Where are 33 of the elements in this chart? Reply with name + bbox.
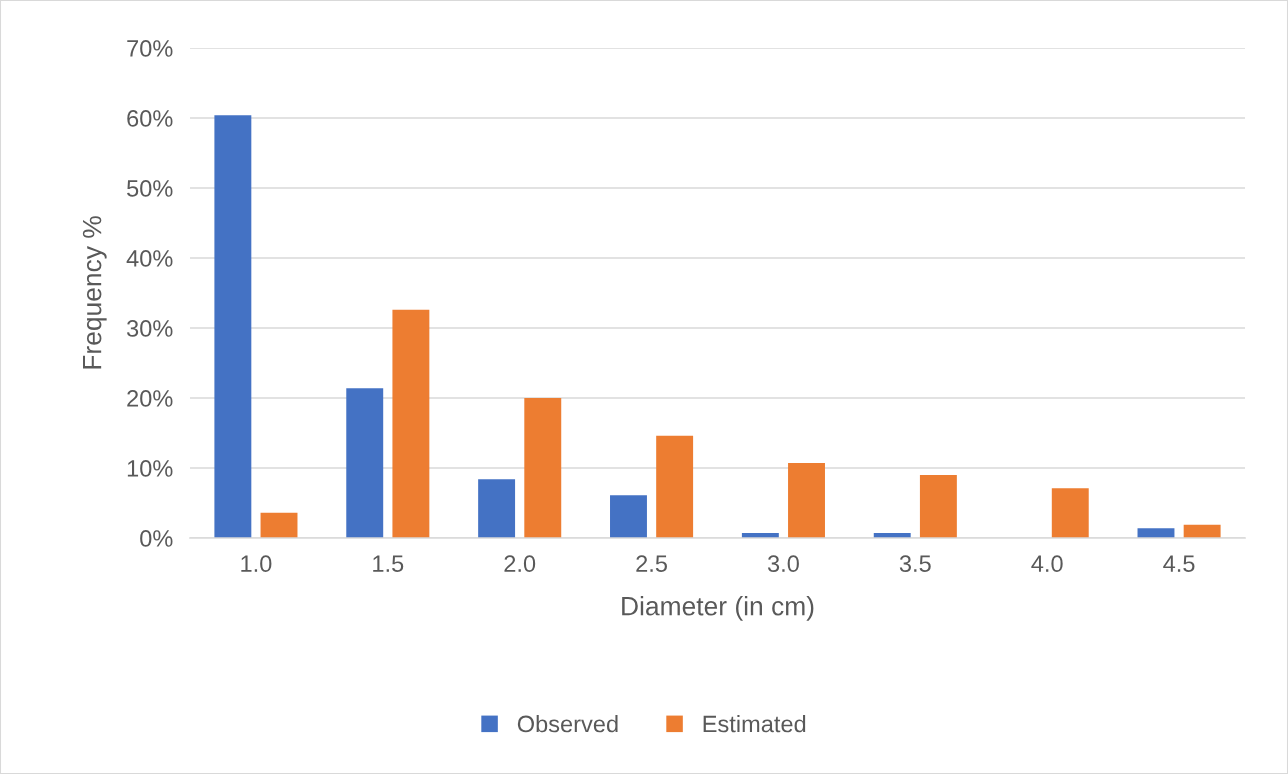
x-tick-label: 2.0 — [504, 555, 536, 573]
y-tick-label: 0% — [140, 530, 173, 547]
x-tick-label: 4.5 — [1163, 555, 1195, 573]
x-tick-label: 1.5 — [373, 555, 404, 573]
bar — [478, 479, 516, 538]
y-axis-title: Frequency % — [82, 216, 107, 369]
y-tick-label: 20% — [127, 390, 173, 407]
bar — [788, 463, 825, 538]
bar — [260, 512, 298, 538]
x-tick-label: 2.5 — [636, 555, 667, 573]
bar — [214, 115, 252, 538]
bar — [346, 388, 384, 538]
legend-label: Observed — [517, 714, 618, 733]
bar — [1051, 488, 1089, 538]
x-tick-label: 4.0 — [1031, 555, 1063, 573]
bar — [919, 475, 957, 538]
x-tick-label: 3.0 — [767, 555, 799, 573]
x-tick-label: 3.5 — [899, 555, 931, 573]
bar — [392, 309, 430, 538]
x-axis-title: Diameter (in cm) — [622, 596, 814, 621]
bar — [656, 435, 694, 538]
legend-label: Estimated — [703, 714, 806, 733]
y-tick-label: 10% — [127, 460, 173, 477]
y-tick-label: 50% — [127, 180, 173, 197]
y-tick-label: 30% — [126, 320, 173, 337]
y-tick-label: 60% — [127, 110, 173, 127]
x-tick-label: 1.0 — [241, 555, 272, 573]
bar — [1183, 524, 1221, 538]
bar — [1137, 528, 1175, 538]
y-tick-label: 70% — [127, 40, 173, 57]
bar — [610, 495, 647, 538]
bar — [524, 398, 562, 538]
y-tick-label: 40% — [126, 250, 173, 267]
